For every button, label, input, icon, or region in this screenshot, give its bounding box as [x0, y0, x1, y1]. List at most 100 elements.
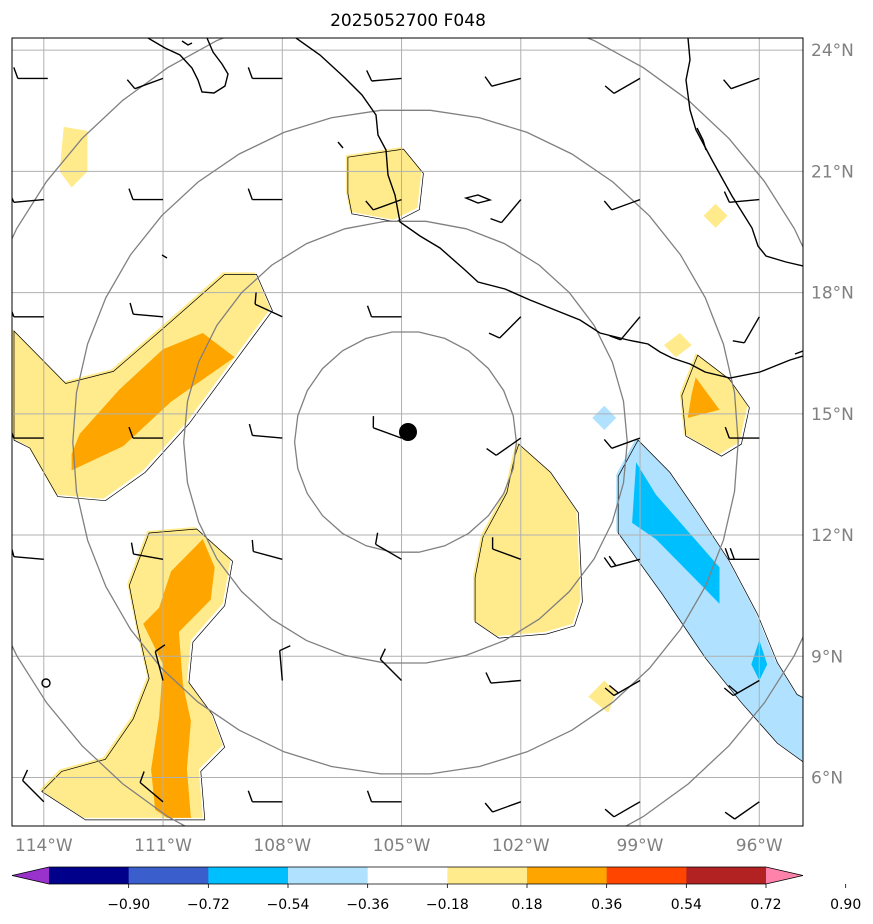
- colorbar-tick-label: 0.54: [671, 897, 702, 913]
- colorbar-tick-label: −0.18: [426, 897, 469, 913]
- contour-fill-10: [703, 203, 728, 228]
- storm-center-marker: [399, 423, 417, 441]
- colorbar-tick-label: 0.72: [750, 897, 781, 913]
- contour-line-0: [13, 274, 273, 502]
- map-title: 2025052700 F048: [330, 11, 486, 31]
- colorbar-tick-label: 0.18: [511, 897, 542, 913]
- map-area: [12, 38, 803, 826]
- wind-barb: [279, 645, 291, 681]
- map-frame: [11, 37, 804, 827]
- wind-barb: [154, 644, 166, 681]
- contour-fill-15: [592, 405, 617, 430]
- colorbar-segment: [686, 867, 767, 884]
- contour-line-6: [474, 443, 583, 639]
- wind-barb: [486, 437, 522, 456]
- contour-fill-3: [143, 539, 215, 818]
- wind-barb: [251, 539, 283, 560]
- contour-fill-layer: [12, 126, 803, 818]
- wind-barb: [379, 648, 402, 681]
- wind-barb: [247, 188, 283, 201]
- wind-barb: [723, 679, 760, 697]
- contour-line-2: [41, 528, 233, 821]
- wind-barb: [254, 292, 283, 318]
- wind-barb: [604, 801, 641, 818]
- wind-barb: [603, 555, 641, 568]
- latitude-labels: 24°N 21°N 18°N 15°N 12°N 9°N 6°N: [811, 41, 854, 788]
- wind-barb: [366, 70, 402, 82]
- wind-barb: [128, 188, 163, 201]
- lat-tick-label: 9°N: [811, 647, 843, 667]
- wind-barb: [604, 77, 641, 95]
- colorbar-extend-high: [766, 867, 803, 884]
- wind-barb: [604, 679, 641, 697]
- contour-line-5: [347, 148, 424, 223]
- wind-barb: [484, 801, 522, 813]
- wind-barb: [13, 67, 48, 80]
- colorbar-tick-label: −0.54: [267, 897, 310, 913]
- wind-barb: [485, 672, 521, 684]
- lon-tick-label: 111°W: [134, 836, 192, 856]
- colorbar-segment: [527, 867, 608, 884]
- wind-barb: [21, 769, 45, 803]
- contour-fill-5: [345, 147, 422, 220]
- wind-barb: [603, 437, 641, 449]
- colorbar-segment: [606, 867, 687, 884]
- wind-barb: [247, 67, 283, 80]
- range-ring-1: [293, 331, 518, 553]
- wind-barb: [130, 542, 164, 560]
- colorbar-segment: [49, 867, 130, 884]
- colorbar-tick-label: −0.72: [187, 897, 230, 913]
- colorbar-tick-label: −0.90: [107, 897, 150, 913]
- colorbar-segment: [208, 867, 289, 884]
- contour-fill-9: [663, 333, 692, 358]
- lon-tick-label: 99°W: [617, 836, 664, 856]
- colorbar-outline: [11, 866, 804, 885]
- lon-tick-label: 114°W: [15, 836, 73, 856]
- contour-fill-4: [59, 126, 88, 188]
- contour-fill-13: [632, 462, 720, 604]
- longitude-labels: 114°W 111°W 108°W 105°W 102°W 99°W 96°W: [15, 836, 783, 856]
- wind-barb: [609, 316, 641, 341]
- wind-barb: [724, 426, 760, 439]
- colorbar-segment: [128, 867, 209, 884]
- wind-barb: [247, 790, 283, 803]
- lat-tick-label: 18°N: [811, 284, 854, 304]
- range-ring-2: [183, 220, 628, 664]
- colorbar-tick-label: −0.36: [346, 897, 389, 913]
- colorbar-segment: [288, 867, 369, 884]
- wind-barb: [128, 426, 163, 439]
- contour-fill-6: [473, 442, 581, 637]
- lon-tick-label: 102°W: [492, 836, 550, 856]
- wind-barb: [248, 423, 283, 439]
- wind-barb: [139, 771, 164, 803]
- colorbar-segment: [447, 867, 528, 884]
- colorbar-tick-label: 0.36: [591, 897, 622, 913]
- wind-barb-layer: [12, 67, 760, 820]
- wind-barb: [12, 196, 44, 203]
- lat-tick-label: 21°N: [811, 162, 854, 182]
- colorbar-extend-low: [12, 867, 49, 884]
- colorbar: −0.90 −0.72 −0.54 −0.36 −0.18 0.18 0.36 0.54 0.7…: [11, 866, 861, 913]
- wind-barb: [484, 76, 521, 87]
- wind-barb: [724, 801, 760, 820]
- wind-barb: [488, 316, 522, 339]
- wind-barb: [490, 199, 522, 224]
- wind-barb: [491, 537, 522, 560]
- contour-fill-1: [71, 333, 235, 471]
- wind-barb: [723, 191, 760, 203]
- colorbar-segment: [367, 867, 448, 884]
- contour-fill-8: [687, 377, 720, 418]
- wind-barb: [723, 77, 760, 90]
- wind-barb: [603, 198, 641, 211]
- wind-barb: [732, 316, 760, 344]
- colorbar-tick-label: 0.90: [830, 897, 861, 913]
- wind-barb: [366, 790, 402, 803]
- lat-tick-label: 24°N: [811, 41, 854, 61]
- lat-tick-label: 12°N: [811, 526, 854, 546]
- wind-barb: [366, 305, 402, 318]
- wind-barb: [724, 548, 760, 560]
- wind-barb: [12, 309, 44, 318]
- range-ring-3: [72, 109, 739, 775]
- lat-tick-label: 6°N: [811, 769, 843, 789]
